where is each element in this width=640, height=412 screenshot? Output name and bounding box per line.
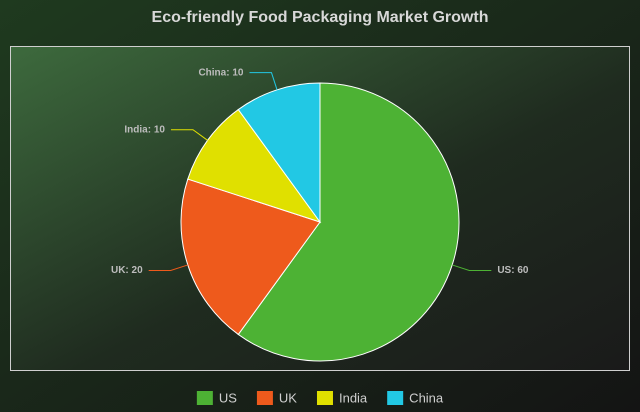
pie: US: 60 UK: 20 India: 10 China: 10	[111, 67, 529, 362]
leader-line	[452, 264, 492, 272]
legend: US UK India China	[196, 390, 444, 405]
legend-item: UK	[256, 390, 297, 405]
legend-swatch	[256, 391, 273, 405]
legend-item: China	[387, 390, 444, 405]
legend-swatch	[387, 391, 404, 405]
pie-slice	[180, 178, 321, 336]
data-label: US: 60	[497, 265, 529, 276]
data-label: China: 10	[198, 67, 243, 78]
leader-line	[249, 72, 278, 90]
legend-item: US	[196, 390, 237, 405]
pie-slice	[237, 82, 321, 224]
legend-label: China	[409, 390, 444, 405]
legend-label: US	[219, 390, 237, 405]
legend-label: India	[339, 390, 368, 405]
pie-slice	[187, 108, 322, 223]
chart-title: Eco-friendly Food Packaging Market Growt…	[152, 9, 489, 26]
leader-line	[148, 264, 188, 272]
leader-line	[170, 129, 208, 141]
data-label: India: 10	[124, 124, 165, 135]
legend-item: India	[316, 390, 368, 405]
legend-label: UK	[279, 390, 297, 405]
data-label: UK: 20	[111, 265, 143, 276]
legend-swatch	[196, 391, 213, 405]
legend-swatch	[316, 391, 333, 405]
